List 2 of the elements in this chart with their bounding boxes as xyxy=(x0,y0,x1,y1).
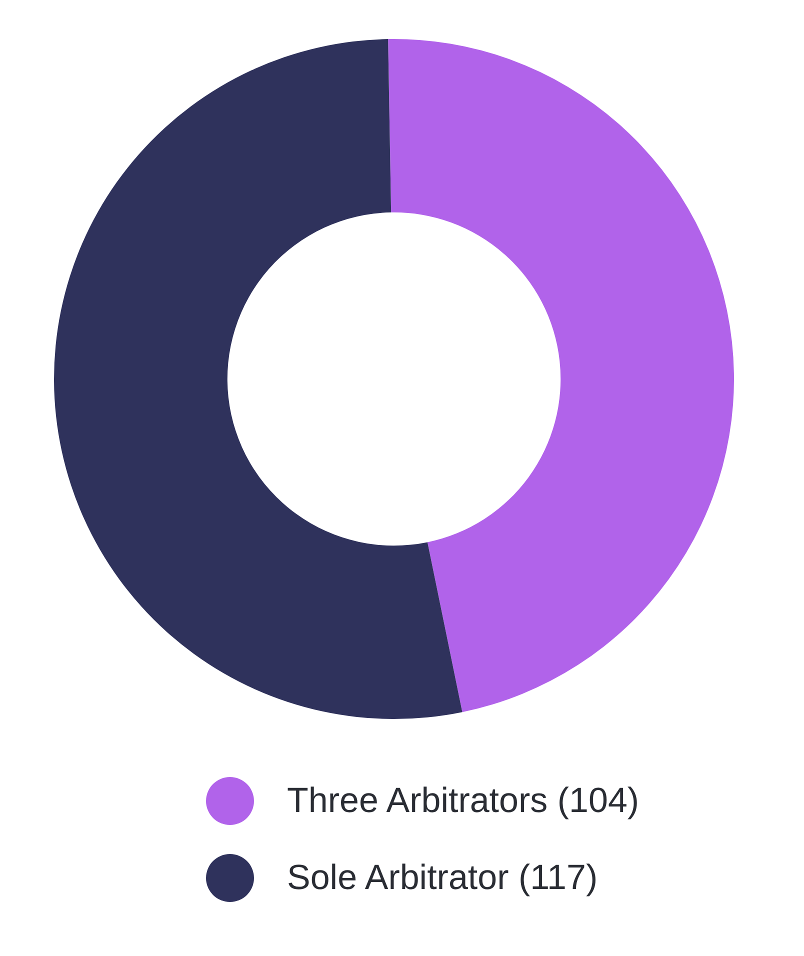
legend-label: Three Arbitrators (104) xyxy=(287,781,640,821)
legend-label: Sole Arbitrator (117) xyxy=(287,858,598,898)
